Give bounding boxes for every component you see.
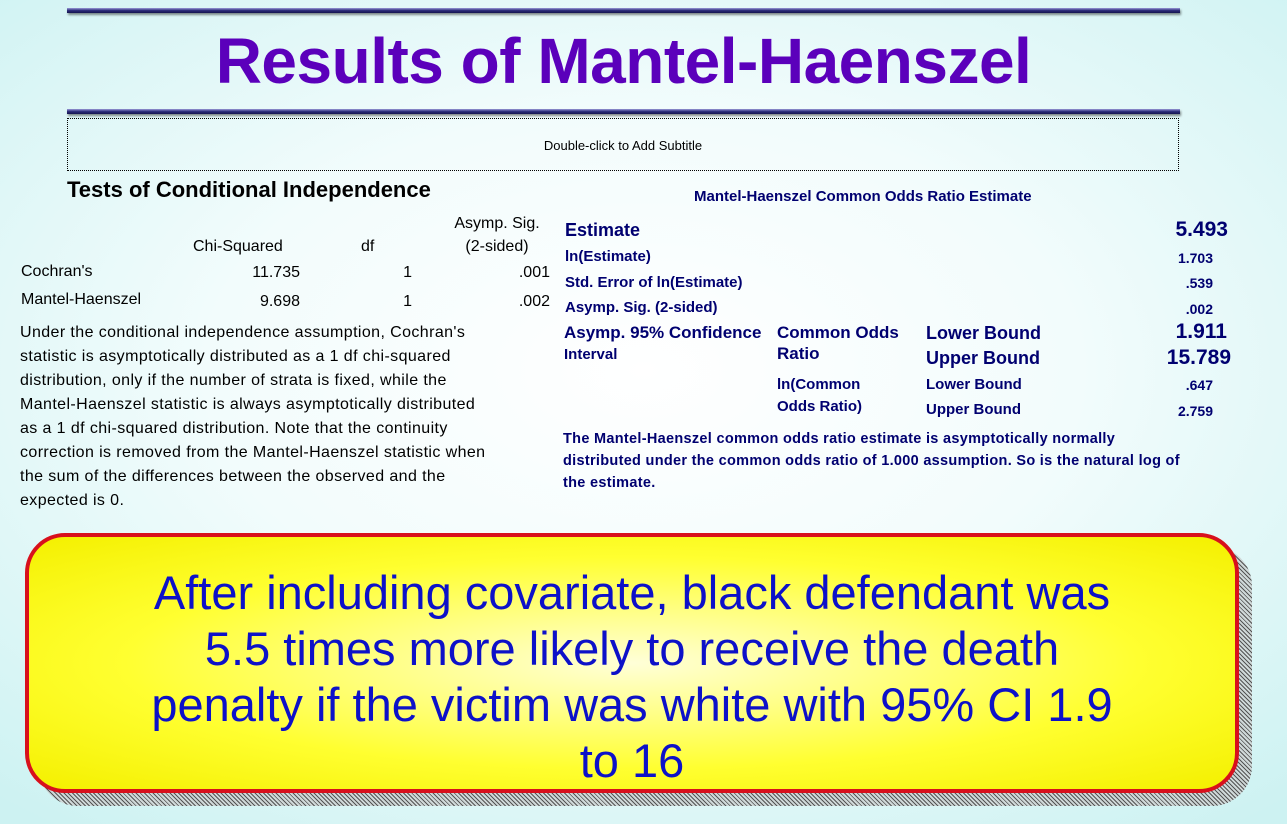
cochrans-chi-squared: 11.735	[252, 264, 300, 281]
row-label-mantel-haenszel: Mantel-Haenszel	[21, 291, 142, 308]
independence-heading: Tests of Conditional Independence	[67, 177, 431, 202]
title-top-rule	[67, 8, 1180, 13]
page-title[interactable]: Results of Mantel-Haenszel	[215, 25, 1032, 97]
mantel-haenszel-chi-squared: 9.698	[259, 293, 300, 310]
col-header-sig-line2: (2-sided)	[465, 238, 529, 255]
ci-label-interval: Interval	[564, 346, 618, 363]
estimate-value: 5.493	[1175, 218, 1228, 241]
odds-ratio-heading: Mantel-Haenszel Common Odds Ratio Estima…	[694, 188, 1032, 205]
ln-estimate-value: 1.703	[1177, 250, 1213, 266]
common-upper-bound-value: 15.789	[1166, 346, 1231, 369]
col-header-chi-squared: Chi-Squared	[193, 238, 283, 255]
std-error-label: Std. Error of ln(Estimate)	[565, 274, 743, 291]
asymp-sig-value: .002	[1185, 301, 1213, 317]
col-header-sig-line1: Asymp. Sig.	[454, 215, 540, 232]
subtitle-placeholder-box[interactable]: Double-click to Add Subtitle	[67, 118, 1179, 171]
common-odds-ratio-label-line2: Ratio	[777, 344, 820, 363]
common-lower-bound-value: 1.911	[1175, 320, 1227, 343]
ln-common-odds-label-line2: Odds Ratio)	[777, 398, 862, 415]
ln-lower-bound-label: Lower Bound	[926, 376, 1022, 393]
mantel-haenszel-df: 1	[403, 293, 412, 310]
row-label-cochrans: Cochran's	[21, 263, 93, 280]
callout-text: After including covariate, black defenda…	[151, 566, 1113, 787]
ln-common-odds-label: ln(Common	[777, 376, 861, 393]
asymp-sig-label: Asymp. Sig. (2-sided)	[565, 299, 718, 316]
odds-ratio-footnote: The Mantel-Haenszel common odds ratio es…	[563, 431, 1180, 491]
estimate-label: Estimate	[565, 220, 641, 240]
common-upper-bound-label: Upper Bound	[926, 348, 1040, 368]
col-header-df: df	[361, 238, 375, 255]
ci-label: Asymp. 95% Confidence	[564, 323, 762, 342]
title-bottom-rule	[67, 109, 1180, 114]
conclusion-callout[interactable]: After including covariate, black defenda…	[25, 533, 1239, 793]
ln-upper-bound-value: 2.759	[1177, 403, 1213, 419]
cochrans-df: 1	[403, 264, 412, 281]
independence-footnote: Under the conditional independence assum…	[20, 324, 486, 509]
ln-lower-bound-value: .647	[1185, 377, 1213, 393]
std-error-value: .539	[1185, 275, 1213, 291]
mantel-haenszel-sig: .002	[518, 293, 550, 310]
subtitle-placeholder-text: Double-click to Add Subtitle	[543, 138, 703, 153]
ln-estimate-label: ln(Estimate)	[565, 248, 651, 265]
common-lower-bound-label: Lower Bound	[926, 323, 1041, 343]
ln-upper-bound-label: Upper Bound	[926, 401, 1021, 418]
cochrans-sig: .001	[518, 264, 550, 281]
common-odds-ratio-label: Common Odds	[777, 323, 899, 342]
